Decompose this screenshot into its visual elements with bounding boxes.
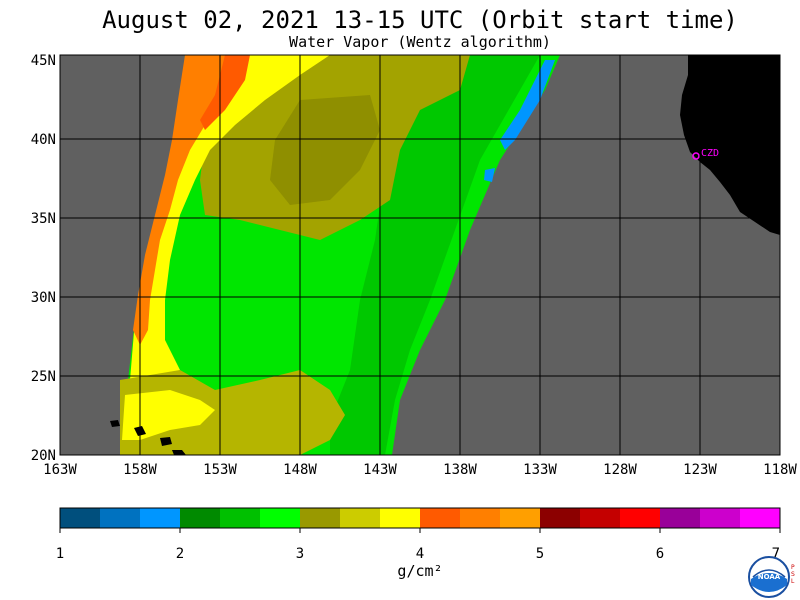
longitude-label: 118W [763,462,797,478]
colorbar-swatch [740,508,781,528]
colorbar-swatch [260,508,301,528]
colorbar-swatch [660,508,701,528]
colorbar-tick-label: 1 [56,546,64,562]
station-czd-marker: CZD [692,148,719,160]
longitude-label: 143W [363,462,397,478]
colorbar-swatch [540,508,581,528]
swath-blue-streak [500,60,555,150]
colorbar-tick-label: 6 [656,546,664,562]
latitude-label: 35N [31,211,56,227]
colorbar-swatch [140,508,181,528]
swath-south-olive [120,370,345,455]
latitude-label: 25N [31,369,56,385]
colorbar-units: g/cm² [397,562,443,580]
swath-blue-dot [484,168,495,182]
latitude-label: 30N [31,290,56,306]
colorbar-swatch [420,508,461,528]
longitude-label: 148W [283,462,317,478]
colorbar-swatch [300,508,341,528]
colorbar-tick-label: 7 [772,546,780,562]
longitude-label: 138W [443,462,477,478]
swath-olive-inner [270,95,380,205]
swath-green-mid [330,55,540,455]
longitude-label: 158W [123,462,157,478]
longitude-label: 153W [203,462,237,478]
colorbar-swatch [620,508,661,528]
colorbar-tick-label: 5 [536,546,544,562]
latitude-labels: 45N 40N 35N 30N 25N 20N [31,53,56,464]
colorbar-tick-labels: 1 2 3 4 5 6 7 [56,528,781,562]
colorbar-swatch [460,508,501,528]
colorbar-swatch [60,508,101,528]
longitude-label: 133W [523,462,557,478]
colorbar [59,507,781,529]
latitude-label: 20N [31,448,56,464]
colorbar-swatch [580,508,621,528]
latitude-label: 45N [31,53,56,69]
colorbar-swatch [220,508,261,528]
longitude-label: 163W [43,462,77,478]
noaa-logo-text: NOAA [758,573,781,581]
land-california [680,55,780,235]
colorbar-tick-label: 4 [416,546,424,562]
map-title: August 02, 2021 13-15 UTC (Orbit start t… [102,6,738,34]
colorbar-swatch [340,508,381,528]
colorbar-swatch [180,508,221,528]
satellite-swath [120,55,560,455]
colorbar-swatch [100,508,141,528]
station-label: CZD [701,148,719,159]
longitude-label: 128W [603,462,637,478]
hawaiian-islands [110,420,186,455]
station-circle [692,152,700,160]
colorbar-tick-label: 2 [176,546,184,562]
colorbar-tick-label: 3 [296,546,304,562]
grid-lines [60,55,780,455]
map-subtitle: Water Vapor (Wentz algorithm) [289,33,551,51]
map-border [59,54,781,456]
longitude-labels: 163W 158W 153W 148W 143W 138W 133W 128W 123W 118W [43,462,797,478]
map-plot-area: CZD [59,54,781,456]
colorbar-swatch [500,508,541,528]
colorbar-swatch [700,508,741,528]
swath-redorange-streak [200,55,250,130]
swath-south-yellow [122,390,215,440]
longitude-label: 123W [683,462,717,478]
colorbar-swatch [380,508,421,528]
latitude-label: 40N [31,132,56,148]
